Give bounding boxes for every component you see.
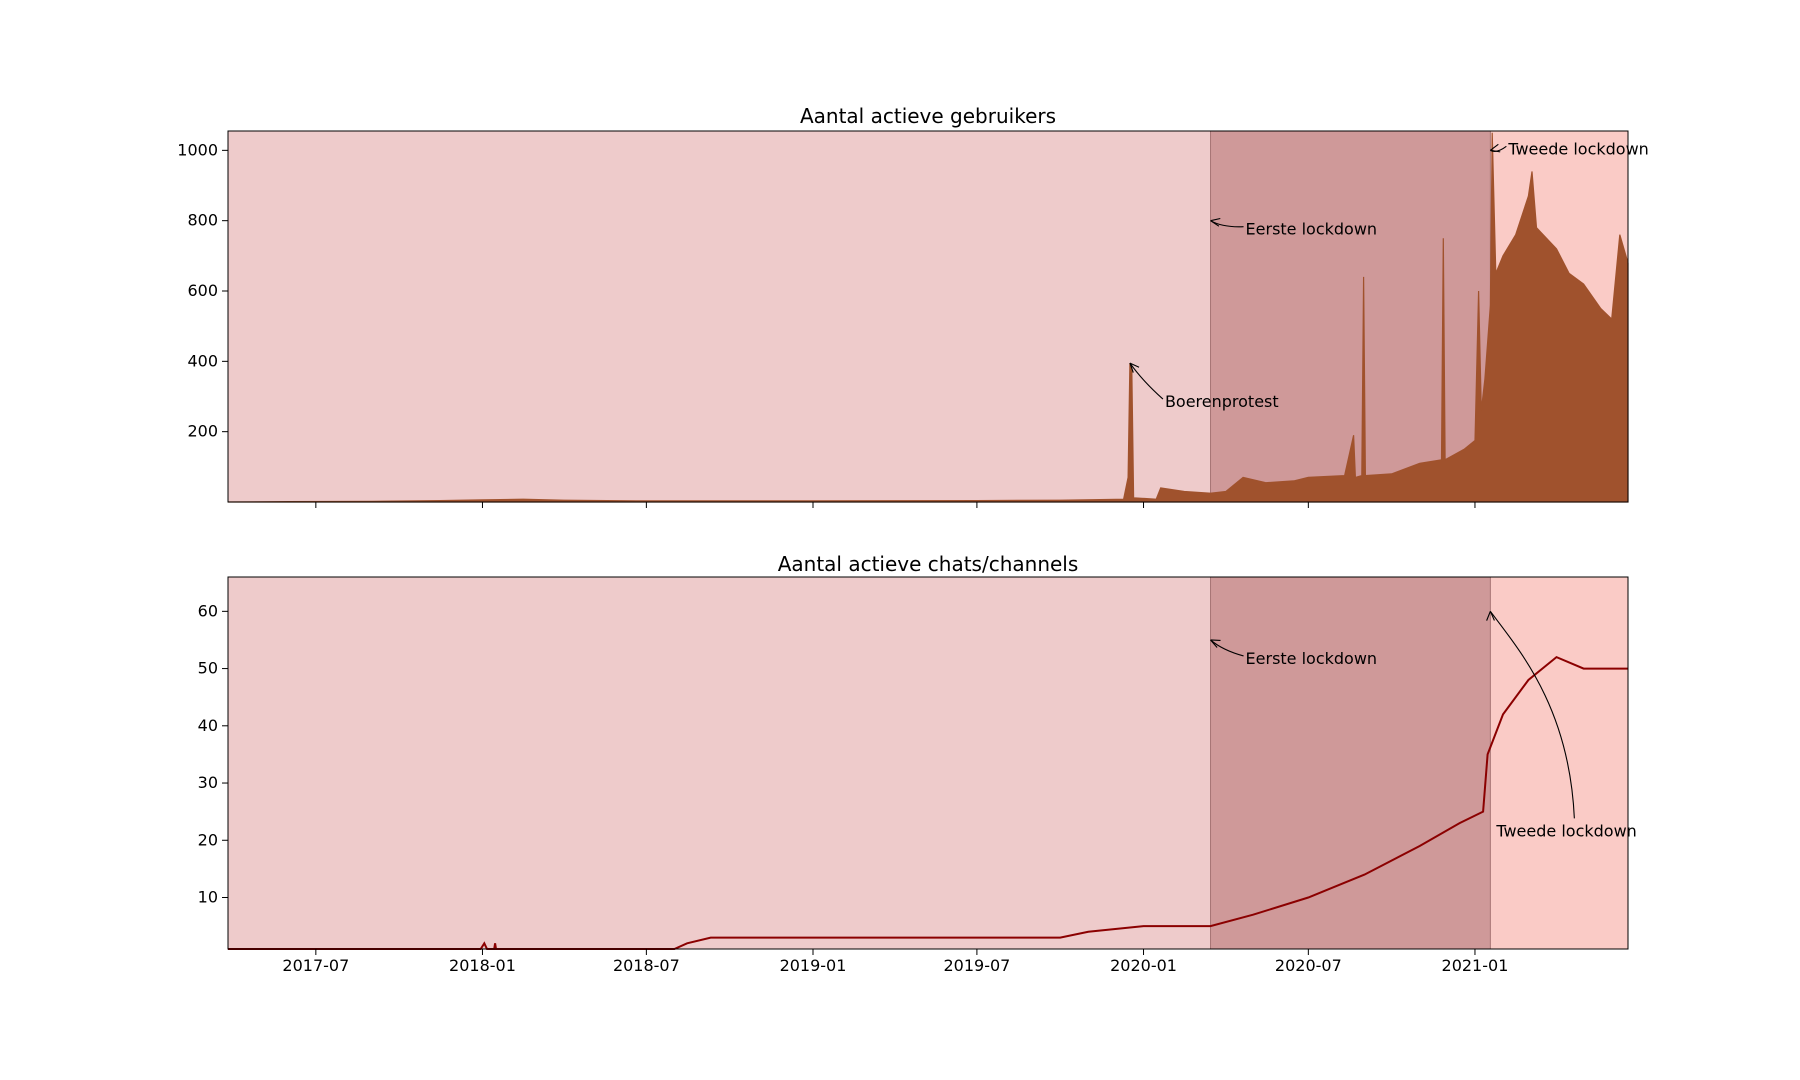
period-band-1 <box>228 131 1211 502</box>
annotation-label: Eerste lockdown <box>1246 220 1378 239</box>
annotation-arrowhead <box>1490 143 1501 153</box>
x-tick-label: 2021-01 <box>1442 956 1509 975</box>
annotation-arrowhead <box>1486 611 1495 621</box>
series-line <box>228 655 1628 950</box>
x-tick-label: 2020-01 <box>1110 956 1177 975</box>
x-tick-label: 2019-07 <box>943 956 1010 975</box>
y-tick-label: 800 <box>187 211 218 230</box>
annotation-arrow <box>1489 611 1575 819</box>
plot-frame <box>227 576 1629 950</box>
y-tick-label: 20 <box>198 830 218 849</box>
chart-panel-2: 10 20 30 40 50 60 2017-07 2018-01 2018-07 2019-01… <box>198 552 1637 975</box>
x-tick-label: 2020-07 <box>1275 956 1342 975</box>
period-band-1 <box>228 577 1211 949</box>
annotation-arrowhead <box>1129 362 1140 373</box>
x-tick-label: 2019-01 <box>780 956 847 975</box>
annotation-arrow <box>1129 362 1164 400</box>
annotation-label: Boerenprotest <box>1165 392 1279 411</box>
chart-title: Aantal actieve chats/channels <box>778 552 1079 576</box>
x-tick-label: 2018-07 <box>613 956 680 975</box>
y-tick-label: 30 <box>198 773 218 792</box>
chart-panel-1: 200 400 600 800 1000 Aantal actieve gebruiker… <box>177 104 1649 508</box>
chart-title: Aantal actieve gebruikers <box>800 104 1056 128</box>
y-tick-label: 400 <box>187 351 218 370</box>
plot-frame <box>227 130 1629 503</box>
annotation-label: Eerste lockdown <box>1246 649 1378 668</box>
series-area <box>227 132 1629 503</box>
y-tick-label: 600 <box>187 281 218 300</box>
x-tick-label: 2018-01 <box>449 956 516 975</box>
annotation-label: Tweede lockdown <box>1507 139 1648 158</box>
y-tick-label: 200 <box>187 422 218 441</box>
period-band-2 <box>1210 577 1491 949</box>
annotation-arrowhead <box>1210 217 1221 227</box>
y-tick-label: 50 <box>198 659 218 678</box>
x-tick-label: 2017-07 <box>282 956 349 975</box>
annotation-arrowhead <box>1210 639 1221 648</box>
period-band-3 <box>1490 577 1628 949</box>
y-tick-label: 40 <box>198 716 218 735</box>
y-tick-label: 60 <box>198 601 218 620</box>
annotation-label: Tweede lockdown <box>1495 821 1636 840</box>
y-tick-label: 10 <box>198 887 218 906</box>
period-band-2 <box>1210 131 1491 502</box>
y-tick-label: 1000 <box>177 140 218 159</box>
